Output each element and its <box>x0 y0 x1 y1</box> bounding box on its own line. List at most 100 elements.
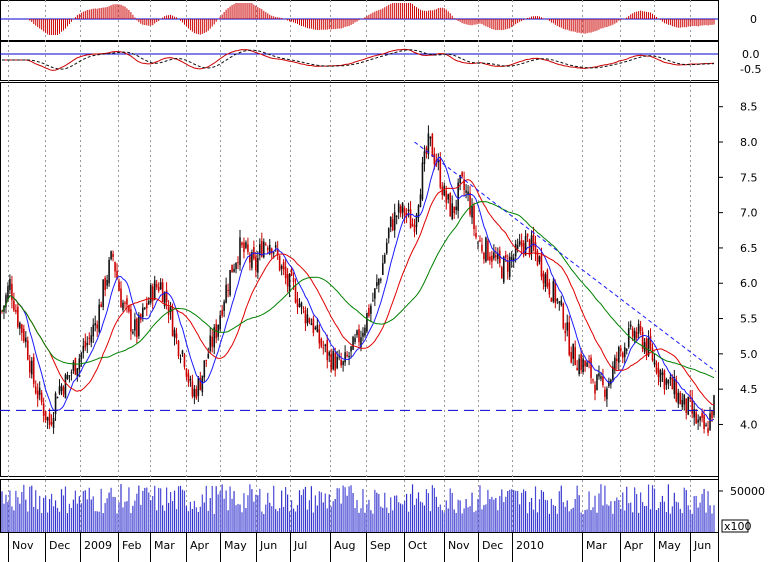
price-candle-body <box>378 278 380 286</box>
price-candle-body <box>520 240 523 247</box>
price-candle-body <box>106 279 108 286</box>
price-candle-body <box>136 318 138 338</box>
ma-short-line <box>1 156 715 422</box>
price-candle-body <box>72 362 75 371</box>
price-candle-body <box>596 374 598 391</box>
price-candle-body <box>516 245 519 250</box>
price-candle-body <box>153 280 156 300</box>
price-candle-body <box>229 270 231 296</box>
price-candle-body <box>193 388 196 397</box>
price-candle-body <box>122 302 124 310</box>
ma-long-line <box>1 201 715 379</box>
price-candle-body <box>112 253 114 258</box>
price-candle-body <box>225 284 227 303</box>
price-candle-body <box>397 203 400 213</box>
price-tick-label: 7.0 <box>740 207 758 220</box>
x-tick-label: 2009 <box>84 539 112 552</box>
price-candle-body <box>298 303 301 307</box>
price-tick-label: 4.0 <box>740 418 758 431</box>
price-candle-body <box>389 216 392 227</box>
price-candle-body <box>159 282 162 290</box>
price-candle-body <box>86 342 89 346</box>
price-candle-body <box>286 274 289 287</box>
price-candle-body <box>401 203 404 213</box>
price-candle-body <box>381 263 384 275</box>
price-candle-body <box>570 352 573 363</box>
price-candle-body <box>433 153 436 164</box>
price-candle-body <box>477 242 479 244</box>
price-candle-body <box>439 158 442 188</box>
price-candle-body <box>558 301 561 304</box>
price-candle-body <box>338 356 340 358</box>
price-candle-body <box>167 307 170 315</box>
price-candle-body <box>334 353 336 371</box>
price-candle-body <box>534 242 537 253</box>
price-tick-label: 8.5 <box>740 101 758 114</box>
price-candle-body <box>274 245 277 248</box>
price-candle-body <box>385 242 388 254</box>
price-candle-body <box>415 214 418 227</box>
price-candle-body <box>457 182 459 211</box>
price-candle-body <box>134 319 136 331</box>
price-candle-body <box>5 295 7 307</box>
price-candle-body <box>657 368 660 377</box>
price-candle-body <box>251 252 253 268</box>
price-candle-body <box>155 284 158 288</box>
osc2-line <box>2 48 715 71</box>
price-candle-body <box>52 417 55 428</box>
price-candle-body <box>675 379 678 402</box>
price-candle-body <box>272 252 275 254</box>
price-candle-body <box>590 357 592 378</box>
price-candle-body <box>429 136 432 139</box>
price-candle-body <box>213 327 216 348</box>
price-candle-body <box>7 286 9 300</box>
price-candle-body <box>572 343 574 359</box>
price-candle-body <box>149 284 152 303</box>
price-candle-body <box>560 300 563 306</box>
price-candle-body <box>231 264 233 273</box>
price-candle-body <box>100 304 102 308</box>
price-candle-body <box>550 297 553 302</box>
price-candle-body <box>497 253 499 260</box>
price-candle-body <box>610 379 612 385</box>
price-candle-body <box>463 179 465 190</box>
price-candle-body <box>437 160 440 163</box>
price-tick-label: 6.5 <box>740 242 758 255</box>
price-candle-body <box>594 384 596 394</box>
price-candle-body <box>592 379 594 381</box>
price-candle-body <box>239 237 241 266</box>
price-candle-body <box>661 372 664 376</box>
price-candle-body <box>518 241 521 245</box>
price-candle-body <box>586 362 588 367</box>
price-candle-body <box>255 256 257 271</box>
price-candle-body <box>514 243 517 257</box>
price-candle-body <box>278 255 281 271</box>
price-candle-body <box>346 354 348 357</box>
x-tick-label: Dec <box>49 539 70 552</box>
price-candle-body <box>552 281 555 302</box>
price-candle-body <box>60 385 63 392</box>
price-candle-body <box>395 215 398 217</box>
price-candle-body <box>540 255 543 277</box>
price-candle-body <box>280 266 283 269</box>
price-candle-body <box>348 355 350 358</box>
price-candle-body <box>227 289 229 291</box>
price-candle-body <box>147 301 150 305</box>
grid-layer <box>0 0 719 562</box>
price-candle-body <box>132 331 134 334</box>
price-candle-body <box>495 255 497 258</box>
price-tick-label: 5.5 <box>740 313 758 326</box>
price-candle-body <box>276 248 279 256</box>
price-candle-body <box>419 194 422 208</box>
price-candle-body <box>296 298 299 308</box>
price-candle-body <box>465 190 467 193</box>
price-candle-body <box>485 237 487 262</box>
price-candle-body <box>223 301 225 311</box>
price-candle-body <box>241 242 243 246</box>
price-candle-body <box>691 398 693 414</box>
price-candle-body <box>84 340 87 348</box>
price-candle-body <box>407 209 410 212</box>
x-tick-label: Feb <box>122 539 141 552</box>
price-candle-body <box>647 338 650 356</box>
x-tick-label: Apr <box>624 539 644 552</box>
